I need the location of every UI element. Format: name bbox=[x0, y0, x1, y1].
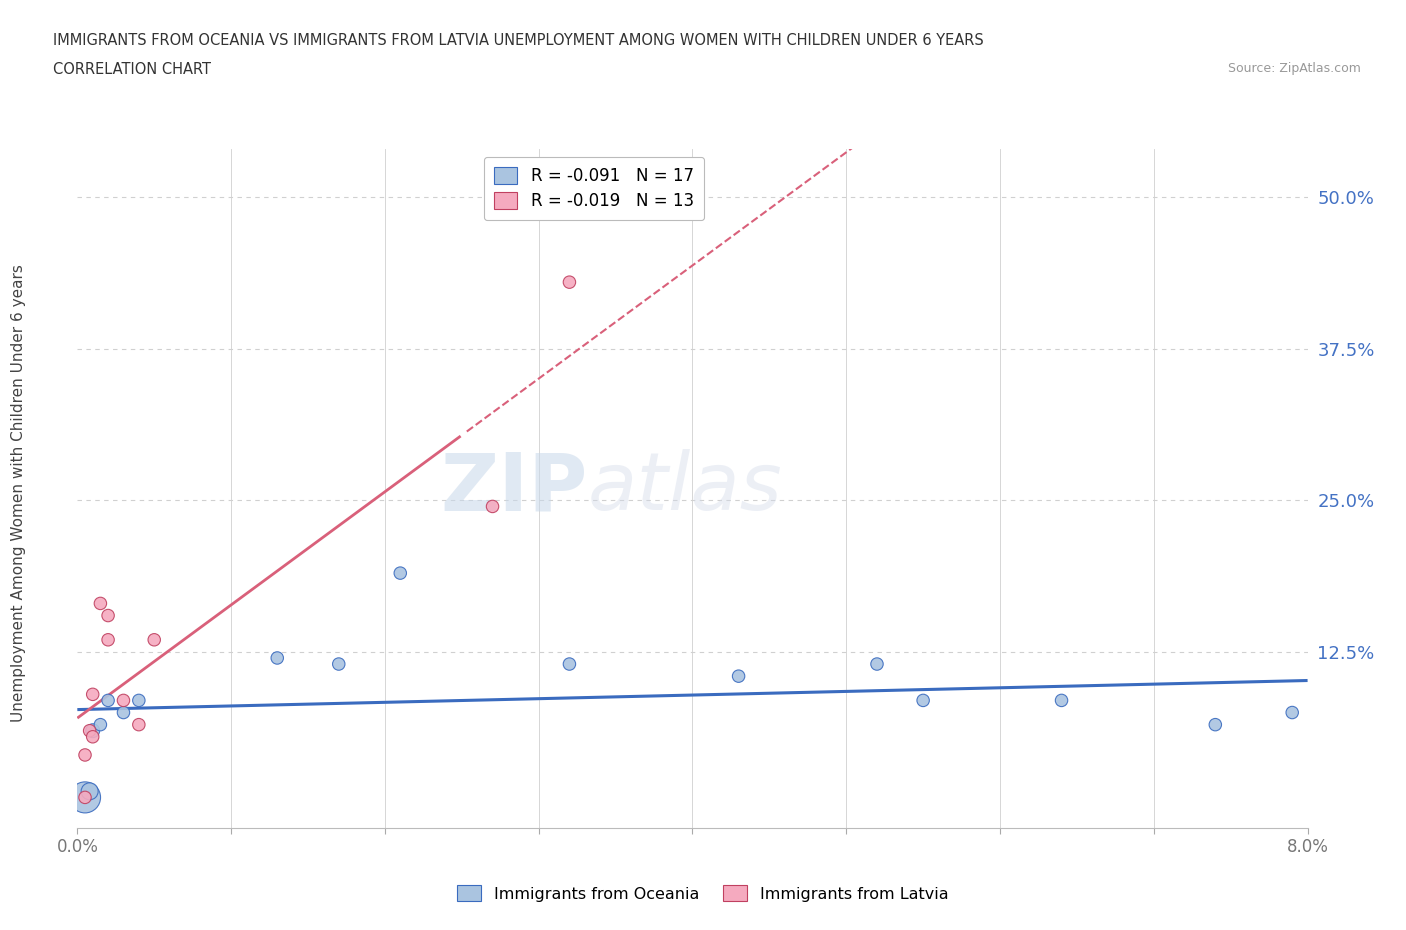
Point bbox=[128, 693, 150, 708]
Point bbox=[82, 724, 104, 738]
Point bbox=[1050, 693, 1073, 708]
Point bbox=[89, 717, 111, 732]
Point bbox=[1204, 717, 1226, 732]
Text: Unemployment Among Women with Children Under 6 years: Unemployment Among Women with Children U… bbox=[11, 264, 25, 722]
Point bbox=[558, 274, 581, 289]
Point bbox=[112, 705, 135, 720]
Point bbox=[866, 657, 889, 671]
Point bbox=[389, 565, 412, 580]
Point bbox=[73, 748, 96, 763]
Legend: R = -0.091   N = 17, R = -0.019   N = 13: R = -0.091 N = 17, R = -0.019 N = 13 bbox=[484, 157, 704, 220]
Point bbox=[97, 632, 120, 647]
Point bbox=[266, 651, 288, 666]
Point bbox=[82, 729, 104, 744]
Point bbox=[481, 499, 503, 514]
Point bbox=[143, 632, 166, 647]
Point bbox=[727, 669, 749, 684]
Text: IMMIGRANTS FROM OCEANIA VS IMMIGRANTS FROM LATVIA UNEMPLOYMENT AMONG WOMEN WITH : IMMIGRANTS FROM OCEANIA VS IMMIGRANTS FR… bbox=[53, 33, 984, 47]
Text: ZIP: ZIP bbox=[440, 449, 588, 527]
Point bbox=[1281, 705, 1303, 720]
Point bbox=[79, 784, 101, 799]
Point bbox=[97, 693, 120, 708]
Text: CORRELATION CHART: CORRELATION CHART bbox=[53, 62, 211, 77]
Legend: Immigrants from Oceania, Immigrants from Latvia: Immigrants from Oceania, Immigrants from… bbox=[451, 879, 955, 908]
Point bbox=[128, 717, 150, 732]
Point bbox=[328, 657, 350, 671]
Point bbox=[73, 790, 96, 804]
Point bbox=[912, 693, 935, 708]
Point bbox=[82, 687, 104, 702]
Point bbox=[112, 693, 135, 708]
Text: Source: ZipAtlas.com: Source: ZipAtlas.com bbox=[1227, 62, 1361, 75]
Point bbox=[89, 596, 111, 611]
Point bbox=[97, 608, 120, 623]
Point bbox=[558, 657, 581, 671]
Point bbox=[79, 724, 101, 738]
Text: atlas: atlas bbox=[588, 449, 783, 527]
Point bbox=[73, 790, 96, 804]
